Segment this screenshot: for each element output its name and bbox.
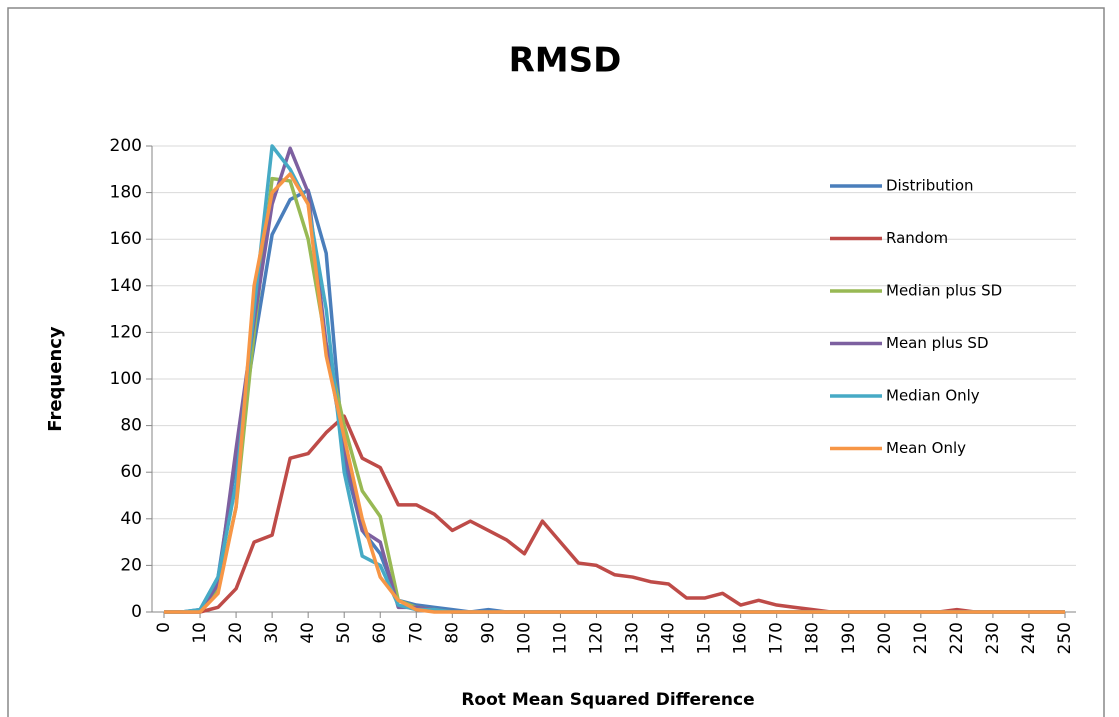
- x-tick-label: 110: [550, 622, 570, 654]
- y-tick-label: 0: [131, 602, 142, 622]
- x-tick-label: 40: [298, 622, 318, 644]
- x-tick-label: 250: [1055, 622, 1075, 654]
- legend-label: Mean Only: [886, 439, 966, 457]
- x-tick-label: 10: [190, 622, 210, 644]
- legend-label: Distribution: [886, 177, 974, 195]
- x-tick-label: 70: [406, 622, 426, 644]
- x-tick-label: 160: [731, 622, 751, 654]
- x-tick-label: 0: [154, 622, 174, 633]
- x-tick-label: 90: [478, 622, 498, 644]
- y-tick-label: 80: [120, 416, 142, 436]
- x-tick-label: 60: [370, 622, 390, 644]
- x-tick-label: 200: [875, 622, 895, 654]
- x-tick-label: 210: [911, 622, 931, 654]
- series-line: [164, 172, 1065, 614]
- x-tick-label: 140: [659, 622, 679, 654]
- legend-label: Random: [886, 229, 948, 247]
- y-tick-label: 60: [120, 462, 142, 482]
- y-tick-label: 40: [120, 509, 142, 529]
- y-tick-label: 200: [110, 136, 142, 156]
- x-tick-label: 150: [695, 622, 715, 654]
- x-tick-label: 120: [586, 622, 606, 654]
- x-tick-label: 80: [442, 622, 462, 644]
- x-tick-label: 180: [803, 622, 823, 654]
- y-tick-label: 180: [110, 183, 142, 203]
- legend-label: Mean plus SD: [886, 334, 989, 352]
- x-tick-label: 240: [1019, 622, 1039, 654]
- legend-label: Median plus SD: [886, 282, 1002, 300]
- y-axis-label: Frequency: [45, 326, 66, 432]
- y-tick-label: 20: [120, 555, 142, 575]
- y-tick-label: 100: [110, 369, 142, 389]
- x-tick-label: 30: [262, 622, 282, 644]
- x-tick-label: 100: [514, 622, 534, 654]
- chart-frame: [7, 7, 1105, 717]
- x-tick-label: 220: [947, 622, 967, 654]
- x-tick-label: 20: [226, 622, 246, 644]
- x-axis-label: Root Mean Squared Difference: [461, 690, 754, 710]
- y-tick-label: 120: [110, 322, 142, 342]
- legend-label: Median Only: [886, 387, 980, 405]
- x-tick-label: 50: [334, 622, 354, 644]
- y-tick-label: 140: [110, 276, 142, 296]
- chart-title: RMSD: [509, 41, 622, 81]
- x-tick-label: 170: [767, 622, 787, 654]
- x-tick-label: 190: [839, 622, 859, 654]
- x-tick-label: 130: [623, 622, 643, 654]
- x-tick-label: 230: [983, 622, 1003, 654]
- y-tick-label: 160: [110, 229, 142, 249]
